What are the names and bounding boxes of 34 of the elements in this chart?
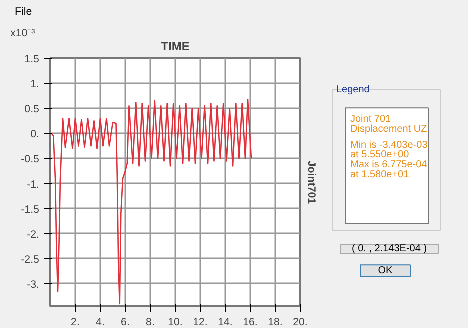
x-tick-label: 2. bbox=[71, 316, 80, 328]
text: ( 0. , 2.143E-04 ) bbox=[352, 244, 428, 255]
x-tick-label: 20. bbox=[293, 316, 308, 328]
y-tick-label: -2. bbox=[27, 228, 40, 241]
text: OK bbox=[378, 265, 394, 276]
x-tick-label: 14. bbox=[218, 316, 233, 328]
y-tick-label: 0.5 bbox=[24, 104, 40, 116]
x-tick-label: 10. bbox=[168, 316, 183, 328]
text: Legend bbox=[336, 84, 370, 96]
x-tick-label: 8. bbox=[146, 316, 155, 328]
x-tick-label: 6. bbox=[121, 316, 130, 328]
y-tick-label: -2.5 bbox=[21, 254, 40, 266]
y-tick-label: 1.5 bbox=[24, 54, 40, 66]
line-series bbox=[51, 98, 252, 305]
y-tick-label: -0.5 bbox=[21, 154, 40, 166]
text: Min is -3.403e-03 bbox=[350, 140, 428, 151]
x-tick-label: 12. bbox=[193, 316, 208, 328]
y-tick-label: -3. bbox=[27, 278, 40, 291]
y2-axis-title: Joint701 bbox=[306, 160, 318, 204]
y-tick-label: -1. bbox=[27, 178, 40, 191]
x-tick-label: 16. bbox=[243, 316, 258, 328]
text: Max is 6.775e-04 bbox=[350, 160, 428, 171]
text: Joint 701 bbox=[350, 114, 392, 126]
text: at 1.580e+01 bbox=[350, 170, 410, 181]
y-tick-label: 1. bbox=[30, 78, 40, 91]
y-tick-label: 0. bbox=[30, 128, 40, 141]
y-tick-label: -1.5 bbox=[21, 204, 40, 216]
text: Displacement UZ bbox=[350, 124, 428, 136]
text: File bbox=[15, 5, 32, 20]
x-tick-label: 4. bbox=[96, 316, 105, 328]
y-axis-title: x10⁻³ bbox=[10, 28, 36, 40]
text: at 5.550e+00 bbox=[350, 150, 410, 161]
chart-title: TIME bbox=[161, 40, 190, 54]
x-tick-label: 18. bbox=[268, 316, 283, 328]
